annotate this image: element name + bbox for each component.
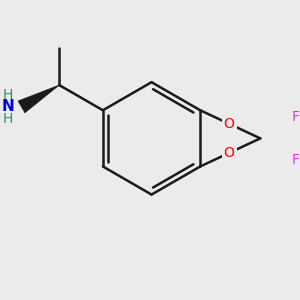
Text: F: F bbox=[291, 153, 299, 167]
Text: O: O bbox=[224, 146, 235, 160]
Text: F: F bbox=[291, 110, 299, 124]
Text: H: H bbox=[3, 112, 13, 125]
Text: N: N bbox=[2, 99, 14, 114]
Text: H: H bbox=[3, 88, 13, 102]
Text: O: O bbox=[224, 117, 235, 131]
Polygon shape bbox=[18, 85, 59, 113]
